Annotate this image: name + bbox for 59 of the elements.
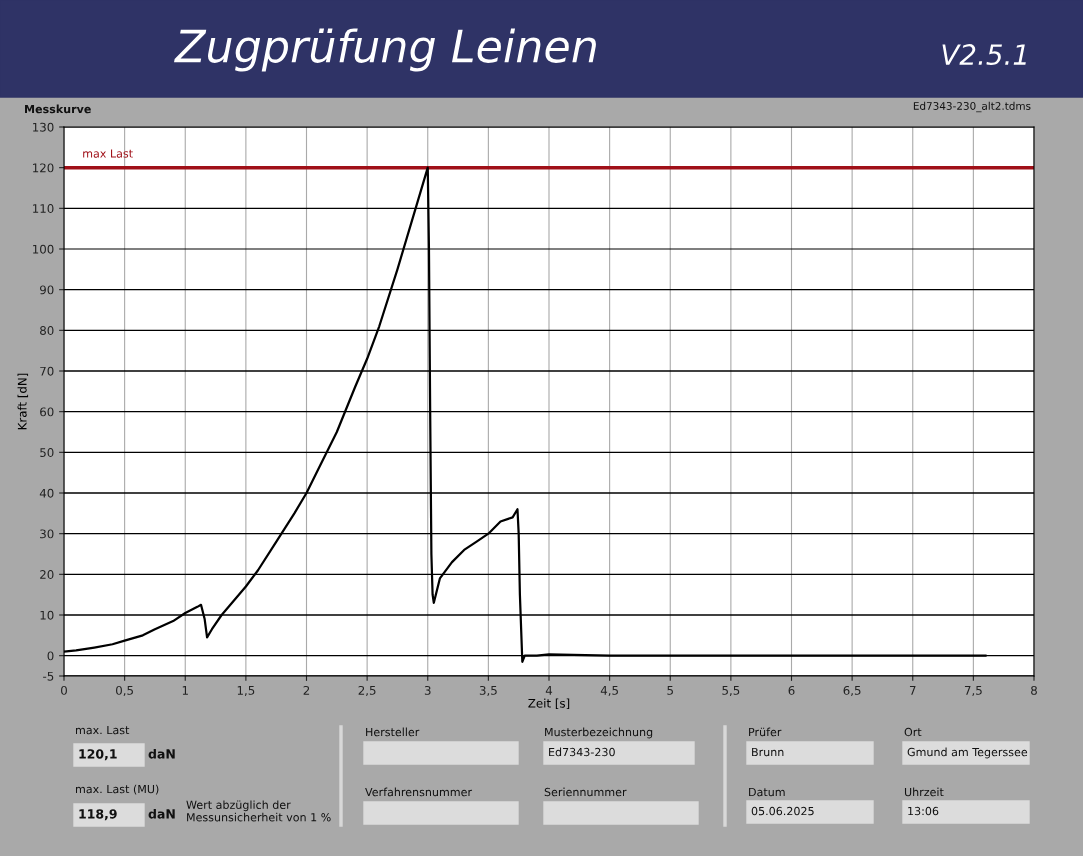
text: Seriennummer — [544, 787, 627, 797]
text: daN — [148, 808, 175, 819]
y-tick-label: 90 — [40, 285, 54, 295]
text: max. Last — [76, 725, 130, 735]
text: Verfahrensnummer — [365, 787, 473, 797]
y-axis-title: Kraft [dN] — [17, 373, 29, 430]
x-tick-label: 7,5 — [964, 686, 982, 697]
x-tick-label: 4 — [545, 686, 553, 695]
x-tick-label: 3 — [424, 685, 431, 695]
text: Gmund am Tegerssee — [907, 747, 1028, 759]
text: Wert abzüglich der Messunsicherheit von 1 % — [186, 800, 331, 822]
y-tick-label: 110 — [33, 204, 54, 213]
text: 05.06.2025 — [751, 806, 814, 816]
x-tick-label: 6 — [788, 685, 795, 695]
x-tick-label: 6,5 — [843, 685, 861, 697]
x-tick-label: 2,5 — [358, 685, 376, 697]
x-tick-label: 7 — [909, 686, 916, 695]
x-tick-label: 5,5 — [722, 686, 740, 697]
x-axis-title: Zeit [s] — [528, 698, 570, 710]
text: 118,9 — [79, 809, 117, 821]
x-tick-label: 1 — [182, 686, 188, 695]
text: Prüfer — [749, 727, 782, 737]
y-tick-label: 80 — [40, 326, 54, 335]
x-tick-label: 5 — [667, 686, 673, 695]
text: Ed7343-230 — [549, 747, 615, 757]
y-tick-label: 50 — [40, 448, 54, 457]
text: 13:06 — [908, 806, 939, 816]
y-tick-label: 130 — [33, 122, 54, 132]
y-tick-label: 120 — [33, 163, 54, 173]
text: Messkurve — [25, 104, 91, 114]
ref-line-label: max Last — [83, 149, 133, 158]
text: Uhrzeit — [904, 787, 944, 797]
text: 120,1 — [79, 749, 117, 761]
x-tick-label: 3,5 — [479, 685, 497, 697]
y-tick-label: 70 — [40, 366, 54, 376]
y-tick-label: 30 — [40, 529, 54, 539]
chart-title: Zugprüfung Leinen — [174, 28, 596, 72]
y-tick-label: 40 — [39, 488, 54, 498]
text: Hersteller — [366, 727, 420, 737]
text: Musterbezeichnung — [545, 727, 653, 739]
text: daN — [148, 748, 175, 759]
x-tick-label: 4,5 — [600, 686, 618, 697]
text: Datum — [749, 787, 785, 797]
y-tick-label: 0 — [47, 651, 54, 661]
y-tick-label: -5 — [43, 671, 54, 681]
text: Brunn — [752, 747, 784, 757]
x-tick-label: 0,5 — [116, 685, 133, 697]
y-tick-label: 60 — [40, 407, 54, 417]
y-tick-label: 100 — [33, 244, 54, 254]
y-tick-label: 10 — [40, 610, 54, 620]
x-tick-label: 1,5 — [237, 686, 255, 697]
text: max. Last (MU) — [76, 784, 159, 795]
y-tick-label: 20 — [40, 570, 54, 579]
text: Ed7343-230_alt2.tdms — [913, 101, 1031, 113]
x-tick-label: 2 — [303, 685, 310, 695]
text: V2.5.1 — [942, 44, 1026, 66]
text: Ort — [904, 727, 922, 737]
x-tick-label: 8 — [1031, 685, 1037, 695]
x-tick-label: 0 — [61, 685, 67, 695]
